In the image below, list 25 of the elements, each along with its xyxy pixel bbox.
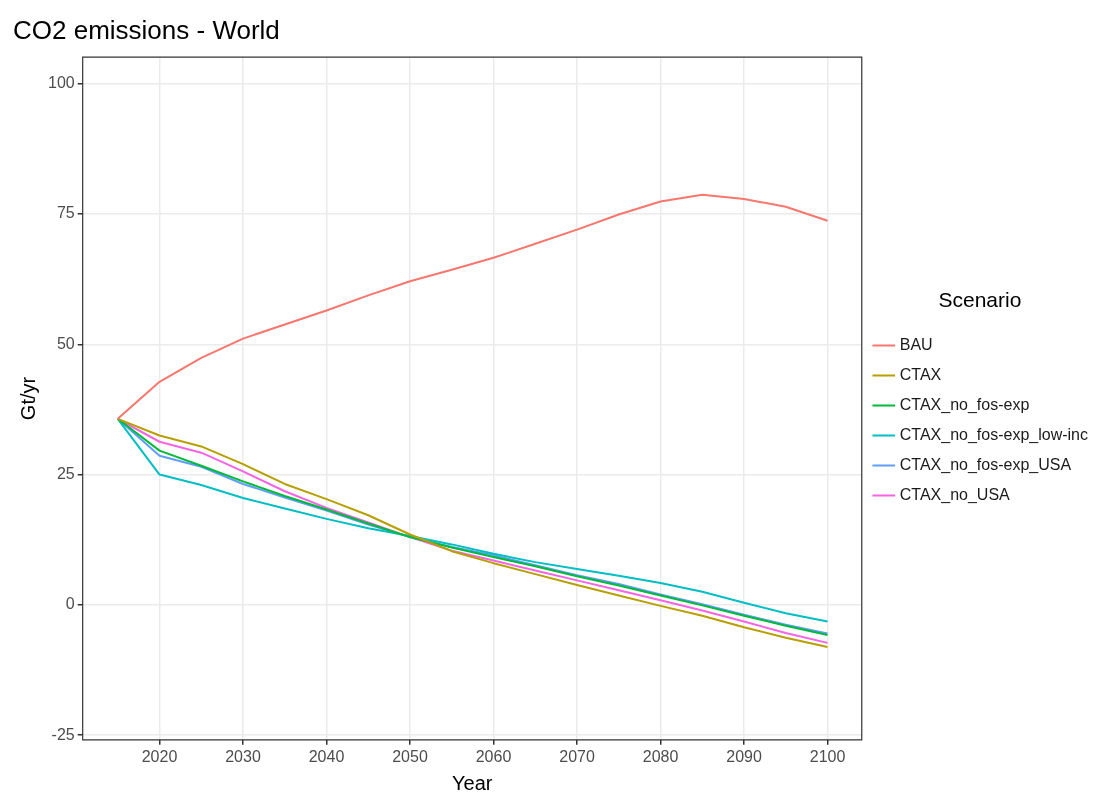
y-tick-label: -25 <box>51 725 75 743</box>
x-tick-label: 2020 <box>141 747 178 765</box>
legend-label: CTAX_no_fos-exp_USA <box>899 456 1072 475</box>
legend-title: Scenario <box>938 287 1022 311</box>
x-tick-label: 2090 <box>726 747 762 765</box>
legend-label: CTAX_no_fos-exp <box>899 396 1030 415</box>
y-axis-title: Gt/yr <box>16 376 39 421</box>
chart-title: CO2 emissions - World <box>13 14 280 45</box>
x-tick-label: 2040 <box>308 747 345 765</box>
x-tick-label: 2060 <box>475 747 512 765</box>
x-tick-label: 2030 <box>225 747 261 765</box>
x-tick-label: 2070 <box>559 747 595 765</box>
x-axis-title: Year <box>452 771 493 794</box>
legend-label: BAU <box>899 336 933 354</box>
y-tick-label: 100 <box>47 74 75 92</box>
x-tick-label: 2080 <box>642 747 679 765</box>
y-tick-label: 50 <box>56 334 75 352</box>
y-tick-label: 75 <box>56 204 75 222</box>
y-tick-label: 25 <box>56 464 75 482</box>
legend-label: CTAX_no_USA <box>899 486 1011 505</box>
y-tick-label: 0 <box>65 595 75 613</box>
legend-label: CTAX_no_fos-exp_low-inc <box>899 426 1088 445</box>
legend-label: CTAX <box>899 366 942 384</box>
x-tick-label: 2100 <box>809 747 846 765</box>
x-tick-label: 2050 <box>392 747 428 765</box>
